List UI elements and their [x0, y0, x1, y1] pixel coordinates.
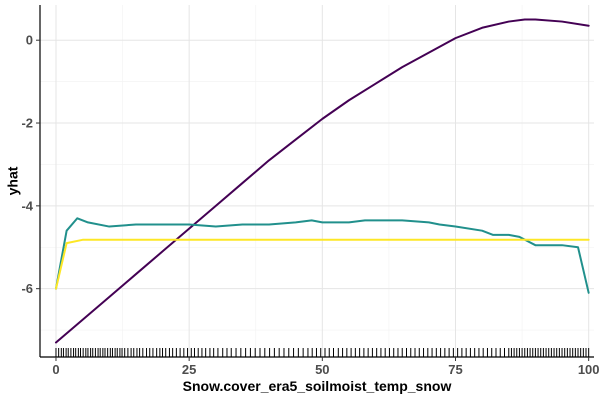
series-group: [54, 18, 590, 344]
y-tick-label: -2: [21, 116, 33, 131]
x-tick-label: 100: [578, 362, 600, 377]
series-line-1: [54, 18, 590, 344]
y-tick-label: -4: [21, 198, 33, 213]
grid: [40, 5, 594, 357]
x-tick-label: 0: [52, 362, 59, 377]
y-tick-label: 0: [26, 33, 33, 48]
series-line-2: [54, 217, 590, 294]
y-ticks: -6 -4 -2 0: [21, 33, 40, 296]
axes: [39, 5, 594, 358]
x-tick-label: 50: [315, 362, 329, 377]
x-tick-label: 75: [448, 362, 462, 377]
x-axis-title: Snow.cover_era5_soilmoist_temp_snow: [183, 378, 452, 394]
y-axis-title: yhat: [5, 166, 21, 195]
x-tick-label: 25: [182, 362, 196, 377]
series-line-3: [54, 238, 590, 290]
x-ticks: 0 25 50 75 100: [52, 357, 600, 377]
rug: [55, 348, 590, 357]
y-tick-label: -6: [21, 281, 33, 296]
